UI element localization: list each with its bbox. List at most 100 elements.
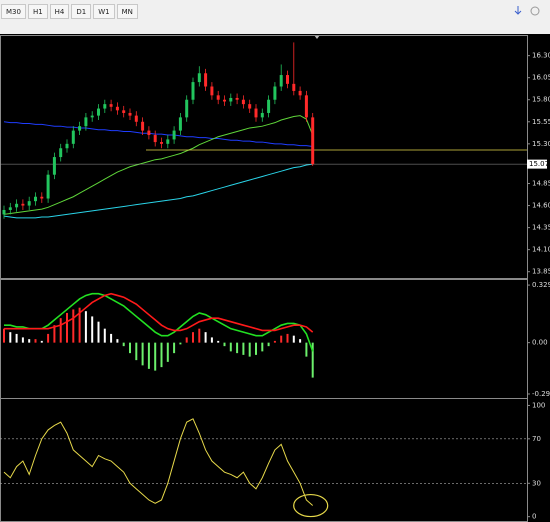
histogram-bar xyxy=(110,333,113,343)
histogram-bar xyxy=(185,337,188,343)
y-tick-label: 14.85 xyxy=(532,180,550,188)
y-tick-label: 30 xyxy=(532,479,541,487)
histogram-bar xyxy=(305,342,308,357)
histogram-bar xyxy=(242,342,245,355)
histogram-bar xyxy=(273,340,276,343)
candle-body xyxy=(78,126,82,131)
candle-body xyxy=(311,117,315,165)
histogram-bar xyxy=(135,342,138,361)
candle-body xyxy=(134,115,138,122)
histogram-bar xyxy=(229,342,232,352)
histogram-bar xyxy=(160,342,163,368)
indicator-line xyxy=(3,115,314,215)
histogram-bar xyxy=(15,333,18,343)
histogram-bar xyxy=(9,332,12,343)
candle-body xyxy=(166,139,170,144)
candle-body xyxy=(292,83,296,91)
histogram-bar xyxy=(286,333,289,343)
timeframe-button[interactable]: MN xyxy=(116,4,138,19)
candle-body xyxy=(210,86,214,96)
candle-body xyxy=(97,108,100,116)
candle-body xyxy=(241,99,245,105)
candle-body xyxy=(59,148,63,158)
candle-body xyxy=(71,130,75,144)
candle-body xyxy=(172,130,176,140)
candle-body xyxy=(21,203,25,206)
timeframe-button[interactable]: M30 xyxy=(1,4,26,19)
last-price-box xyxy=(527,159,547,169)
histogram-bar xyxy=(122,342,125,347)
y-tick-label: 14.10 xyxy=(532,246,550,254)
candle-body xyxy=(2,209,6,215)
candle-body xyxy=(254,108,258,118)
candle-body xyxy=(273,86,277,100)
candle-body xyxy=(52,157,56,175)
candle-body xyxy=(235,97,239,100)
histogram-bar xyxy=(40,340,43,343)
timeframe-button[interactable]: H4 xyxy=(49,4,70,19)
y-tick-label: 14.35 xyxy=(532,224,550,232)
candle-body xyxy=(103,104,107,109)
timeframe-button[interactable]: W1 xyxy=(93,4,115,19)
candle-body xyxy=(40,196,44,199)
histogram-bar xyxy=(154,342,157,371)
timeframe-button[interactable]: H1 xyxy=(27,4,48,19)
candle-body xyxy=(15,203,19,208)
candle-body xyxy=(286,75,289,84)
candle-body xyxy=(147,130,151,136)
icon-search[interactable] xyxy=(530,6,540,16)
histogram-bar xyxy=(72,309,75,343)
candle-body xyxy=(34,196,37,202)
y-tick-label: 70 xyxy=(532,435,541,443)
candle-body xyxy=(229,97,233,102)
histogram-bar xyxy=(261,342,264,352)
histogram-bar xyxy=(248,342,251,357)
candle-body xyxy=(178,117,182,131)
y-tick-label: 100 xyxy=(532,401,545,409)
indicator-line xyxy=(3,121,313,147)
toolbar: M30 H1 H4 D1 W1 MN xyxy=(0,0,550,34)
highlight-circle xyxy=(293,493,329,518)
histogram-bar xyxy=(192,332,194,343)
candle-body xyxy=(298,90,302,96)
histogram-bar xyxy=(255,342,257,355)
y-tick-label: 13.85 xyxy=(532,268,550,276)
histogram-bar xyxy=(84,311,87,343)
last-price-label: 15.07 xyxy=(529,160,549,168)
histogram-bar xyxy=(179,342,182,345)
candle-body xyxy=(128,112,132,116)
histogram-bar xyxy=(47,333,50,343)
y-tick-label: 15.80 xyxy=(532,96,550,104)
candle-body xyxy=(216,95,220,100)
histogram-bar xyxy=(173,342,176,354)
timeframes: M30 H1 H4 D1 W1 MN xyxy=(0,4,139,19)
histogram-bar xyxy=(210,337,213,343)
histogram-bar xyxy=(166,342,169,362)
candle-body xyxy=(304,95,308,118)
histogram-bar xyxy=(66,312,68,343)
histogram-bar xyxy=(236,342,239,354)
histogram-bar xyxy=(217,340,220,343)
candle-body xyxy=(248,104,252,109)
icon-download[interactable] xyxy=(514,6,522,15)
candle-body xyxy=(197,73,201,83)
timeframe-button[interactable]: D1 xyxy=(71,4,92,19)
histogram-bar xyxy=(116,339,119,343)
histogram-bar xyxy=(129,342,131,354)
histogram-bar xyxy=(141,342,144,366)
histogram-bar xyxy=(53,325,56,343)
candle-body xyxy=(27,201,31,206)
oscillator-line xyxy=(3,418,314,506)
candle-body xyxy=(279,75,283,87)
candle-body xyxy=(122,110,126,113)
candle-body xyxy=(185,99,189,118)
panel-frame xyxy=(0,35,528,279)
candle-body xyxy=(109,104,113,107)
candle-body xyxy=(90,115,94,118)
y-tick-label: 15.55 xyxy=(532,118,550,126)
candle-body xyxy=(141,121,145,131)
candle-body xyxy=(8,207,12,210)
y-tick-label: -0.2937 xyxy=(532,390,550,398)
histogram-bar xyxy=(292,335,295,343)
